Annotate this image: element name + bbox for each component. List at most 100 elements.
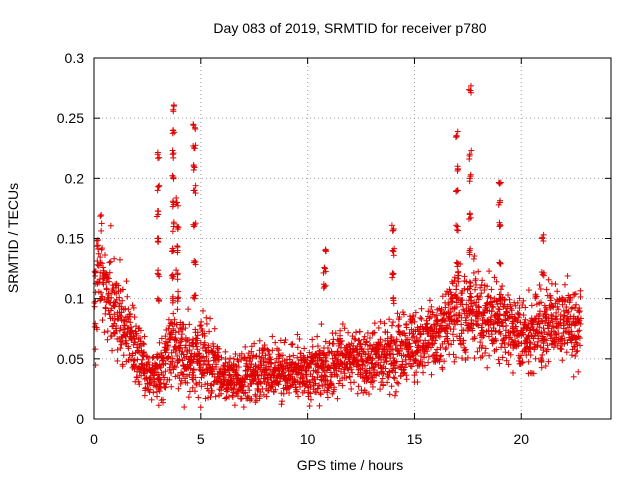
data-point xyxy=(200,307,207,314)
data-point xyxy=(161,374,168,381)
data-point xyxy=(92,272,99,279)
data-point xyxy=(571,291,578,298)
y-tick-label: 0 xyxy=(76,411,84,427)
x-tick-label: 15 xyxy=(407,431,423,447)
data-point xyxy=(305,365,312,372)
data-point xyxy=(269,347,276,354)
data-point xyxy=(282,336,289,343)
data-point xyxy=(345,367,352,374)
data-point xyxy=(155,235,162,242)
data-point xyxy=(162,368,169,375)
data-point xyxy=(196,350,203,357)
data-point xyxy=(141,392,148,399)
data-point xyxy=(454,128,461,135)
data-point xyxy=(356,328,363,335)
data-point xyxy=(379,375,386,382)
data-point xyxy=(254,371,261,378)
data-point xyxy=(293,386,300,393)
data-point xyxy=(471,355,478,362)
data-point xyxy=(156,381,163,388)
data-point xyxy=(316,352,323,359)
data-point xyxy=(497,286,504,293)
data-point xyxy=(209,387,216,394)
data-point xyxy=(223,385,230,392)
data-point xyxy=(391,392,398,399)
data-point xyxy=(126,352,133,359)
data-point xyxy=(568,352,575,359)
data-point xyxy=(205,361,212,368)
data-point xyxy=(111,311,118,318)
data-point xyxy=(234,371,241,378)
data-point xyxy=(238,350,245,357)
data-point xyxy=(345,341,352,348)
data-point xyxy=(133,332,140,339)
data-point xyxy=(453,222,460,229)
data-point xyxy=(453,227,460,234)
data-point xyxy=(235,358,242,365)
data-point xyxy=(385,374,392,381)
data-point xyxy=(377,386,384,393)
data-point xyxy=(243,360,250,367)
data-point xyxy=(269,383,276,390)
data-point xyxy=(418,305,425,312)
data-point xyxy=(234,393,241,400)
data-point xyxy=(357,340,364,347)
data-point xyxy=(316,348,323,355)
data-point xyxy=(240,404,247,411)
data-point xyxy=(295,379,302,386)
data-point xyxy=(248,348,255,355)
data-point xyxy=(311,375,318,382)
data-point xyxy=(170,175,177,182)
data-point xyxy=(153,382,160,389)
data-point xyxy=(117,256,124,263)
data-point xyxy=(334,395,341,402)
data-point xyxy=(256,337,263,344)
data-point xyxy=(195,394,202,401)
data-point xyxy=(139,352,146,359)
data-point xyxy=(364,359,371,366)
data-point xyxy=(232,362,239,369)
data-point xyxy=(136,381,143,388)
data-point xyxy=(426,297,433,304)
data-point xyxy=(175,288,182,295)
data-point xyxy=(150,389,157,396)
data-point xyxy=(158,335,165,342)
data-point xyxy=(369,374,376,381)
data-point xyxy=(251,340,258,347)
data-point xyxy=(256,395,263,402)
data-point xyxy=(369,345,376,352)
data-point xyxy=(429,340,436,347)
data-point xyxy=(576,327,583,334)
data-point xyxy=(222,348,229,355)
data-point xyxy=(572,290,579,297)
x-tick-label: 0 xyxy=(90,431,98,447)
data-point xyxy=(356,341,363,348)
data-point xyxy=(170,102,177,109)
data-point xyxy=(572,352,579,359)
data-point xyxy=(377,318,384,325)
data-point xyxy=(438,352,445,359)
data-point xyxy=(230,386,237,393)
data-point xyxy=(94,237,101,244)
data-point xyxy=(205,342,212,349)
y-tick-label: 0.1 xyxy=(65,291,85,307)
data-point xyxy=(328,348,335,355)
data-point xyxy=(99,317,106,324)
data-point xyxy=(215,353,222,360)
data-point xyxy=(453,133,460,140)
data-point xyxy=(148,396,155,403)
data-point xyxy=(207,393,214,400)
data-point xyxy=(186,337,193,344)
data-point xyxy=(179,348,186,355)
data-point xyxy=(102,304,109,311)
data-point xyxy=(169,333,176,340)
data-point xyxy=(155,402,162,409)
data-point xyxy=(390,319,397,326)
data-point xyxy=(123,278,130,285)
data-point xyxy=(257,389,264,396)
data-point xyxy=(312,353,319,360)
data-point xyxy=(573,301,580,308)
y-axis-label: SRMTID / TECUs xyxy=(5,183,21,293)
data-point xyxy=(170,310,177,317)
data-point xyxy=(185,306,192,313)
